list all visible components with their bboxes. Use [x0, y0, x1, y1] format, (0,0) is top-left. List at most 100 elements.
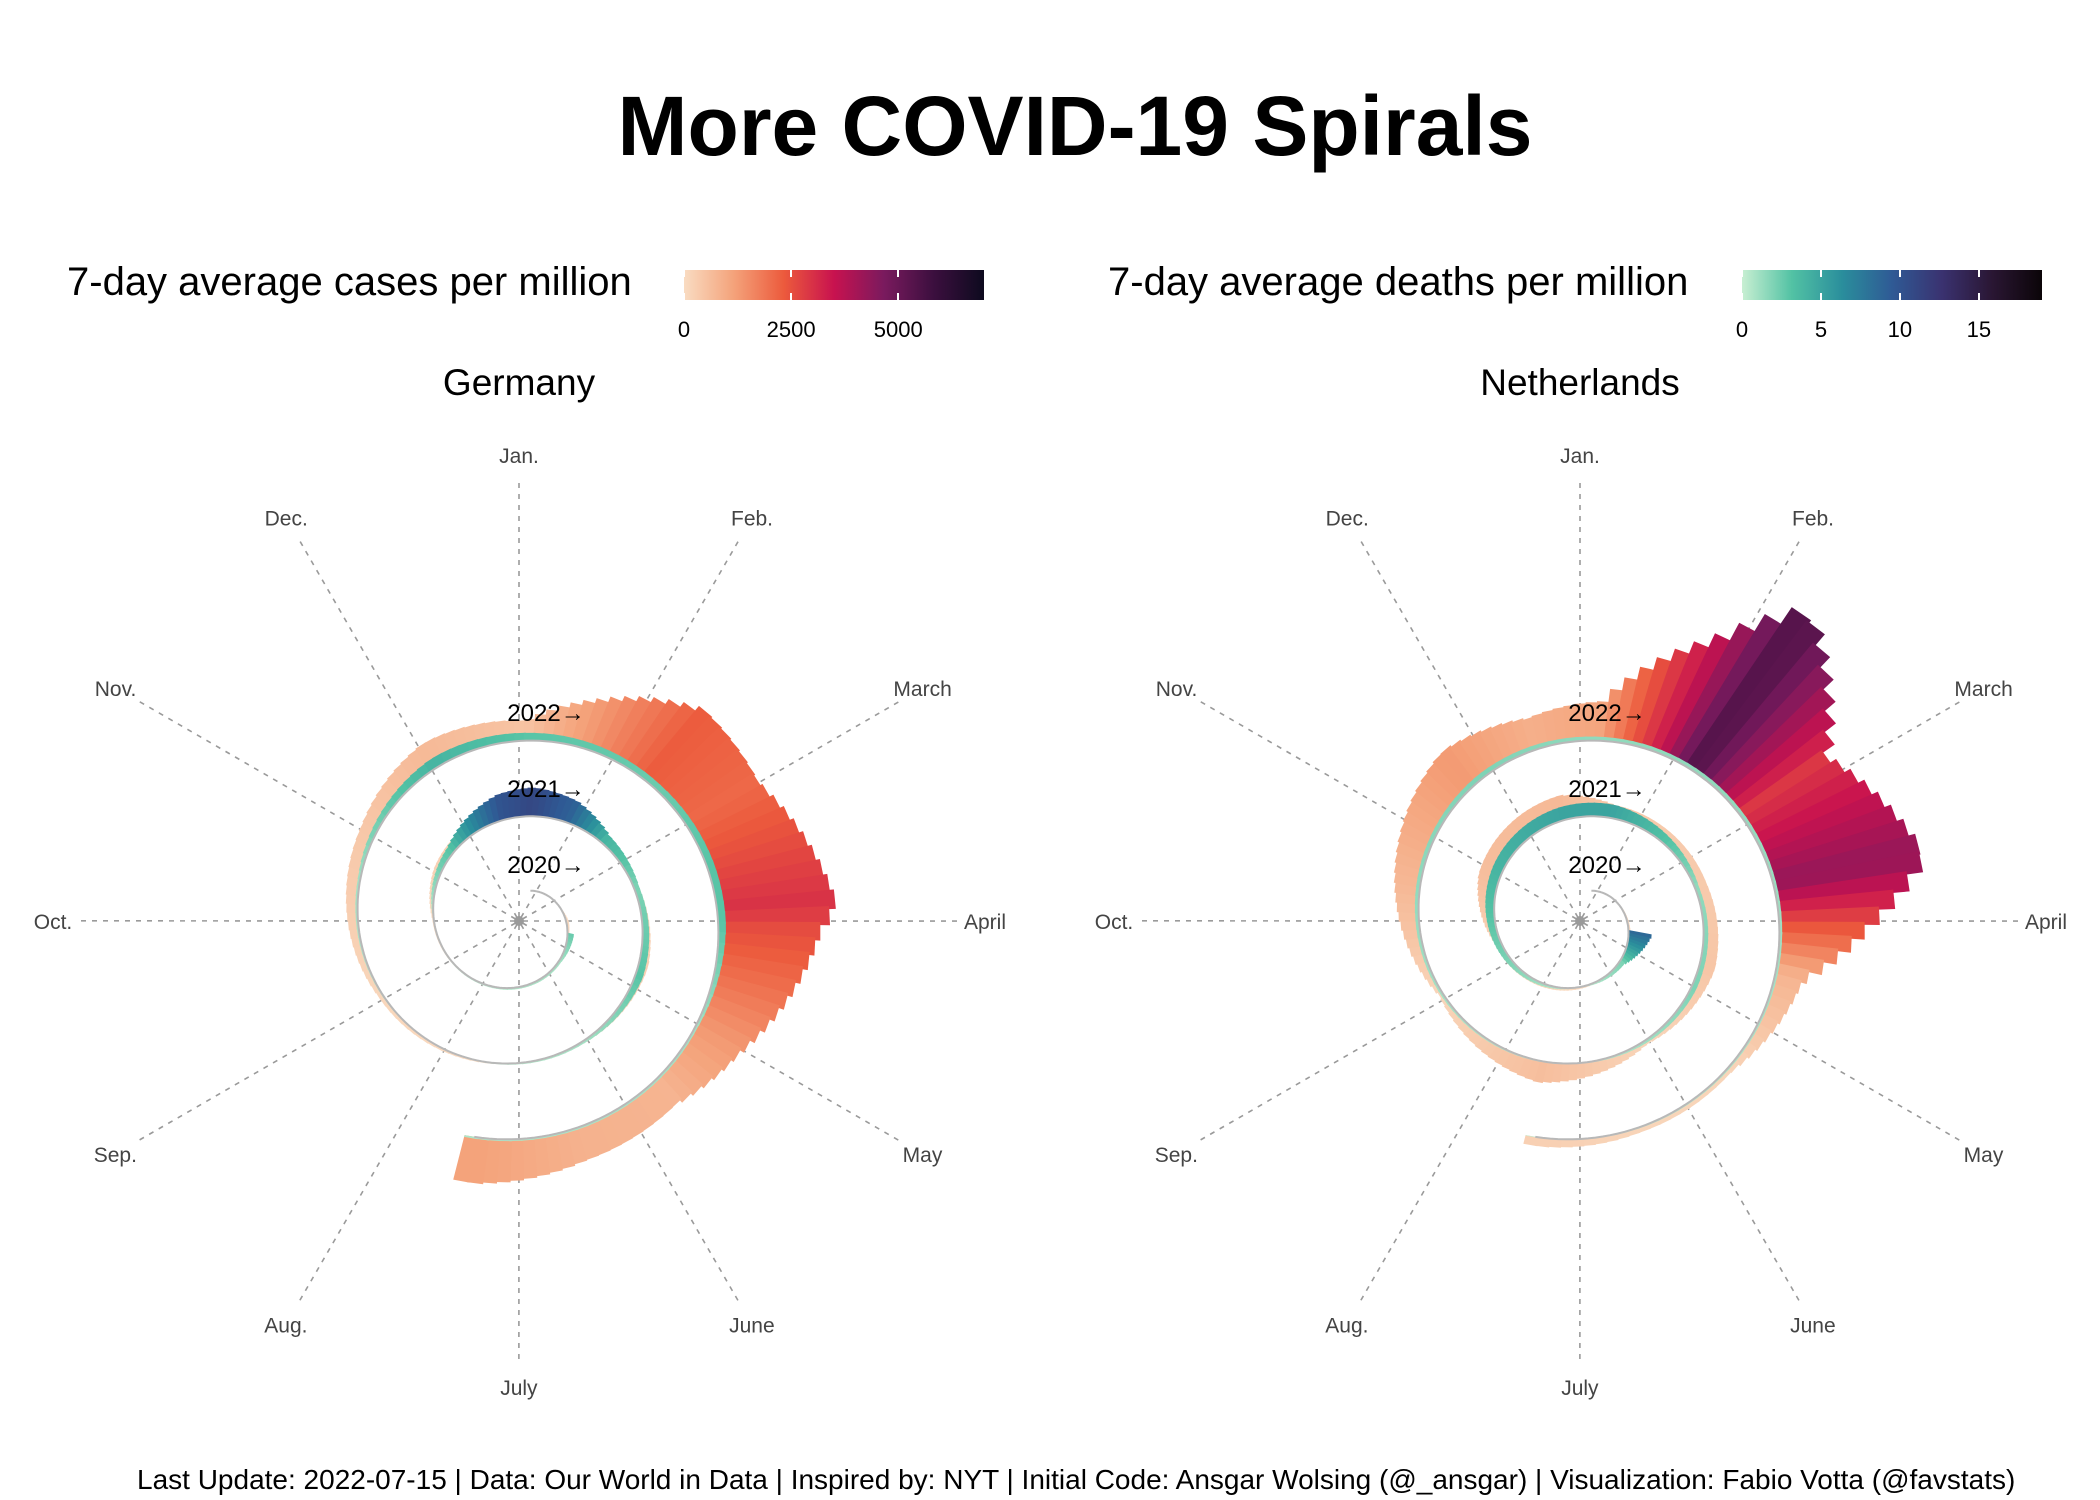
- cases-wedge: [575, 1123, 600, 1161]
- cases-wedge: [551, 705, 572, 744]
- month-label: Aug.: [1325, 1314, 1368, 1337]
- cases-wedge: [1753, 779, 1874, 846]
- cases-wedge: [1649, 641, 1712, 755]
- deaths-wedge: [1747, 824, 1758, 837]
- month-label: May: [903, 1144, 943, 1167]
- cases-wedge: [606, 695, 654, 763]
- deaths-wedge: [1513, 830, 1526, 846]
- deaths-wedge: [666, 1058, 677, 1071]
- deaths-wedge: [1625, 946, 1639, 957]
- month-label: Dec.: [1326, 507, 1369, 530]
- cases-wedge: [1647, 1119, 1662, 1130]
- month-label: Aug.: [264, 1314, 307, 1337]
- cases-wedge: [1393, 871, 1422, 889]
- cases-wedge: [1615, 1130, 1630, 1140]
- month-label: Jan.: [1560, 445, 1600, 468]
- deaths-wedge: [1538, 741, 1550, 749]
- cases-wedge: [666, 1058, 704, 1096]
- deaths-legend-notch: [1741, 293, 1743, 300]
- deaths-wedge: [717, 931, 726, 946]
- deaths-wedge: [1522, 823, 1534, 839]
- deaths-wedge: [1490, 866, 1503, 878]
- deaths-wedge: [1658, 749, 1672, 758]
- cases-wedge: [1761, 1003, 1786, 1025]
- deaths-wedge: [1626, 943, 1642, 955]
- page-title: More COVID-19 Spirals: [617, 79, 1533, 173]
- cases-wedge: [1766, 818, 1910, 874]
- deaths-wedge: [452, 830, 465, 846]
- cases-wedge: [453, 1135, 479, 1183]
- deaths-wedge: [472, 807, 486, 830]
- deaths-wedge: [1757, 842, 1767, 855]
- deaths-wedge: [1517, 827, 1530, 842]
- cases-wedge: [1523, 1135, 1540, 1147]
- panel-title-netherlands: Netherlands: [1480, 362, 1680, 403]
- deaths-wedge: [642, 926, 649, 935]
- cases-wedge: [520, 1137, 538, 1179]
- cases-wedge: [1684, 607, 1812, 773]
- cases-wedge: [1410, 790, 1449, 824]
- spiral-center-dot: [514, 916, 524, 926]
- cases-legend-notch: [683, 293, 685, 300]
- cases-wedge: [1394, 881, 1421, 897]
- deaths-legend-tick: 0: [1735, 317, 1749, 342]
- cases-wedge: [347, 919, 359, 931]
- deaths-wedge: [1608, 804, 1620, 820]
- deaths-wedge: [1631, 740, 1644, 748]
- year-label: 2022→: [507, 700, 584, 727]
- cases-wedge: [1603, 688, 1625, 743]
- cases-wedge: [1667, 1108, 1682, 1121]
- deaths-wedge: [1486, 916, 1496, 923]
- deaths-wedge: [1569, 803, 1578, 819]
- cases-wedge: [708, 844, 817, 884]
- month-spoke: [1195, 922, 1577, 1144]
- cases-wedge: [420, 1035, 430, 1044]
- cases-wedge: [466, 1136, 490, 1185]
- cases-wedge: [426, 1040, 437, 1048]
- deaths-wedge: [1526, 820, 1538, 836]
- cases-wedge: [713, 873, 831, 904]
- deaths-wedge: [507, 790, 517, 819]
- deaths-wedge: [1753, 833, 1763, 846]
- cases-wedge: [717, 942, 810, 971]
- month-label: Dec.: [265, 507, 308, 530]
- cases-legend-notch: [683, 270, 685, 277]
- cases-wedge: [615, 697, 668, 767]
- cases-wedge: [675, 760, 756, 820]
- cases-wedge: [1500, 720, 1524, 759]
- deaths-wedge: [1563, 804, 1572, 820]
- deaths-wedge: [1492, 861, 1505, 873]
- deaths-wedge: [1742, 816, 1753, 829]
- deaths-wedge: [564, 799, 582, 825]
- cases-wedge: [1501, 1051, 1519, 1071]
- cases-wedge: [532, 1135, 551, 1177]
- cases-wedge: [1563, 704, 1578, 743]
- deaths-wedge: [641, 913, 649, 922]
- year-label: 2022→: [1568, 700, 1645, 727]
- month-label: Feb.: [1792, 507, 1834, 530]
- cases-wedge: [1769, 833, 1921, 884]
- cases-wedge: [570, 699, 598, 748]
- cases-wedge: [1778, 942, 1839, 965]
- deaths-wedge: [1614, 806, 1626, 821]
- cases-legend-notch: [897, 293, 900, 300]
- deaths-wedge: [589, 822, 606, 839]
- deaths-wedge: [1736, 808, 1747, 820]
- cases-wedge: [1700, 642, 1831, 784]
- cases-wedge: [1631, 657, 1674, 748]
- cases-wedge: [1612, 677, 1640, 744]
- cases-wedge: [1626, 1127, 1641, 1137]
- cases-wedge: [1402, 810, 1440, 839]
- deaths-wedge: [1486, 881, 1498, 891]
- month-spoke: [296, 924, 518, 1306]
- month-label: Feb.: [731, 507, 773, 530]
- deaths-wedge: [642, 1082, 655, 1094]
- cases-wedge: [1570, 1138, 1585, 1147]
- deaths-wedge: [494, 733, 507, 745]
- deaths-wedge: [482, 800, 496, 825]
- cases-wedge: [711, 973, 789, 1010]
- deaths-color-scale: [1742, 270, 2042, 300]
- cases-legend-tick: 0: [677, 317, 691, 342]
- cases-wedge: [1676, 1102, 1691, 1115]
- month-spoke: [522, 698, 904, 920]
